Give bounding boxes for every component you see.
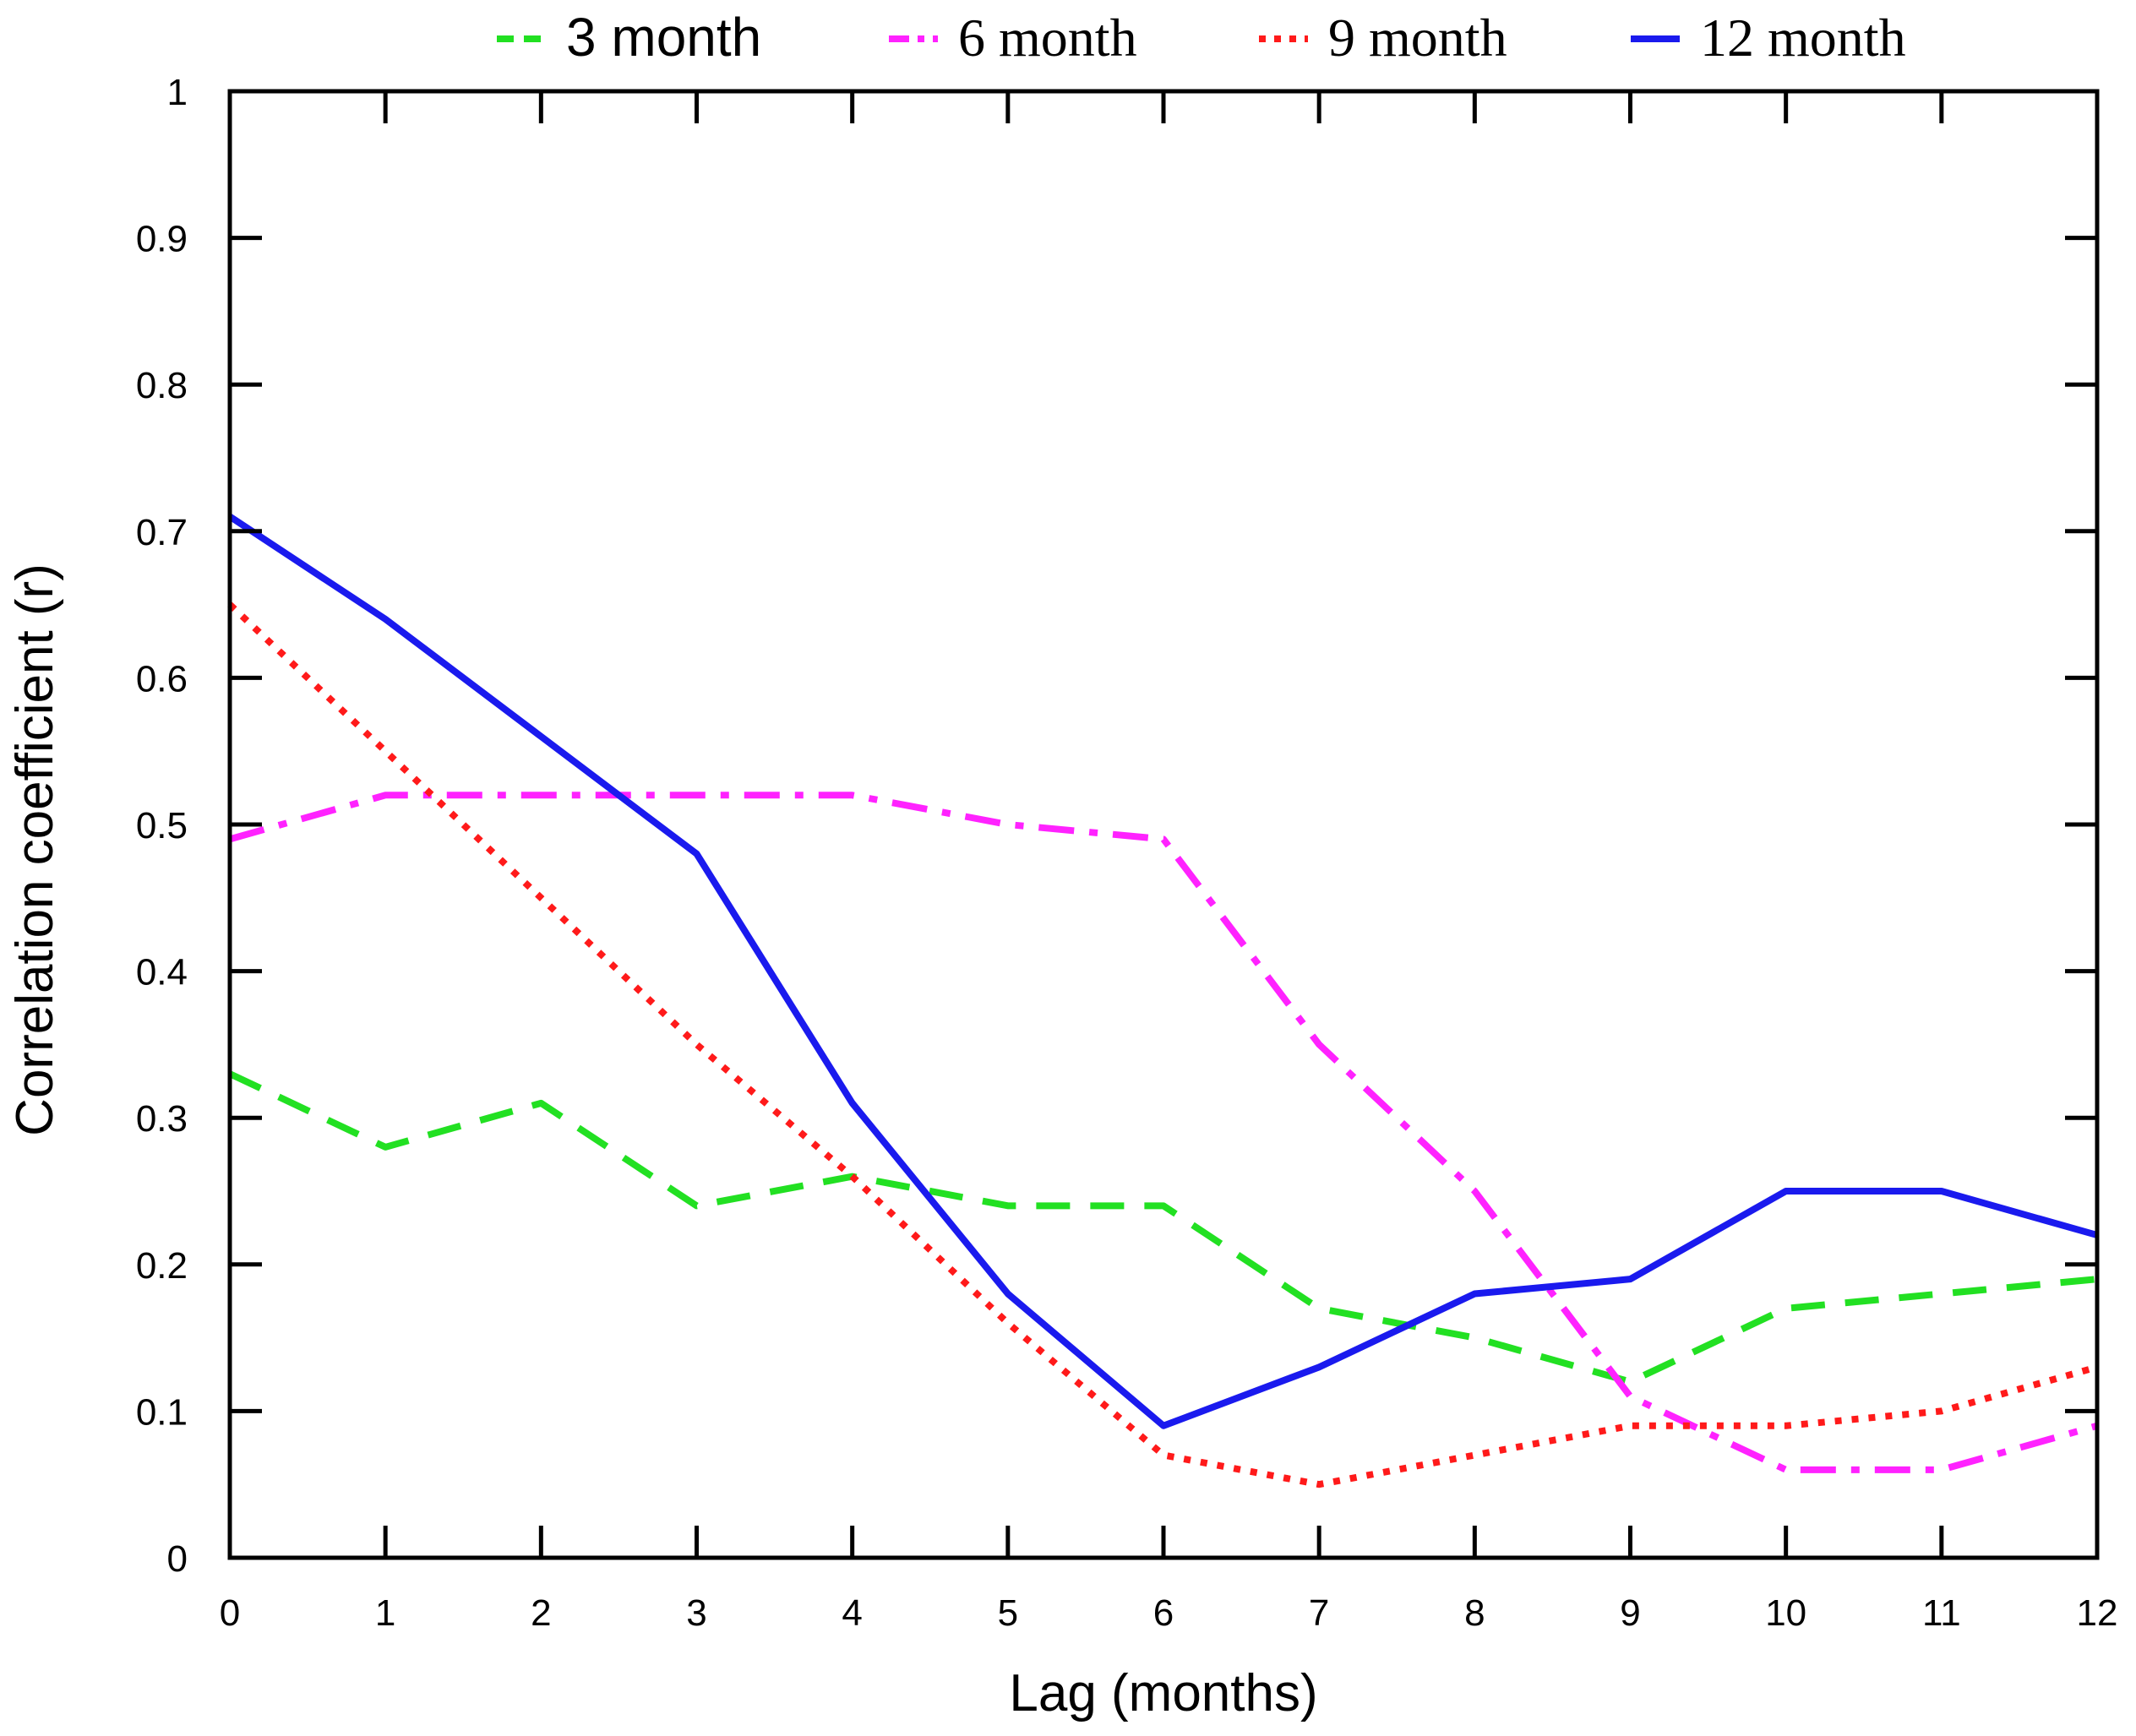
- legend-item-12-month: 12 month: [1631, 8, 1906, 68]
- legend: 3 month 6 month 9 month 12 month: [497, 7, 1906, 68]
- x-tick-label: 5: [998, 1592, 1018, 1634]
- series-line-9-month: [227, 601, 2099, 1488]
- x-tick-label: 6: [1153, 1592, 1174, 1634]
- x-tick-label: 3: [686, 1592, 706, 1634]
- y-tick-label: 0.8: [136, 365, 188, 406]
- series-line-12-month: [227, 514, 2099, 1429]
- y-tick-label: 0.3: [136, 1098, 188, 1140]
- axis-ticks: [230, 91, 2097, 1558]
- x-axis-title: Lag (months): [1009, 1664, 1317, 1722]
- legend-label: 6 month: [958, 8, 1137, 68]
- legend-label: 12 month: [1700, 8, 1906, 68]
- series-line-3-month: [228, 1070, 2098, 1385]
- plot-frame: [227, 89, 2100, 1560]
- x-tick-label: 10: [1765, 1592, 1806, 1634]
- x-tick-label: 1: [375, 1592, 395, 1634]
- x-tick-label: 2: [531, 1592, 551, 1634]
- x-tick-label: 8: [1464, 1592, 1485, 1634]
- x-tick-label: 12: [2077, 1592, 2118, 1634]
- y-tick-label: 0.9: [136, 219, 188, 260]
- legend-item-9-month: 9 month: [1259, 8, 1507, 68]
- legend-label: 9 month: [1328, 8, 1507, 68]
- x-tick-label: 7: [1309, 1592, 1329, 1634]
- x-tick-label: 0: [220, 1592, 240, 1634]
- series-layer: [227, 514, 2099, 1488]
- x-tick-label: 9: [1620, 1592, 1640, 1634]
- y-tick-label: 0: [167, 1538, 188, 1580]
- y-tick-label: 0.2: [136, 1245, 188, 1287]
- y-tick-label: 1: [167, 72, 188, 113]
- x-tick-label: 4: [842, 1592, 862, 1634]
- legend-item-6-month: 6 month: [889, 8, 1137, 68]
- series-line-6-month: [228, 792, 2099, 1473]
- y-tick-label: 0.1: [136, 1391, 188, 1433]
- y-tick-label: 0.7: [136, 512, 188, 553]
- y-tick-label: 0.5: [136, 805, 188, 846]
- y-tick-labels: 0 0.1 0.2 0.3 0.4 0.5 0.6 0.7 0.8 0.9 1: [136, 72, 188, 1580]
- x-tick-label: 11: [1922, 1592, 1961, 1634]
- y-tick-label: 0.6: [136, 658, 188, 699]
- y-tick-label: 0.4: [136, 952, 188, 993]
- legend-item-3-month: 3 month: [497, 7, 761, 68]
- y-axis-title: Correlation coefficient (r): [6, 563, 64, 1136]
- legend-label: 3 month: [566, 7, 761, 68]
- x-tick-labels: 0 1 2 3 4 5 6 7 8 9 10 11 12: [220, 1592, 2118, 1634]
